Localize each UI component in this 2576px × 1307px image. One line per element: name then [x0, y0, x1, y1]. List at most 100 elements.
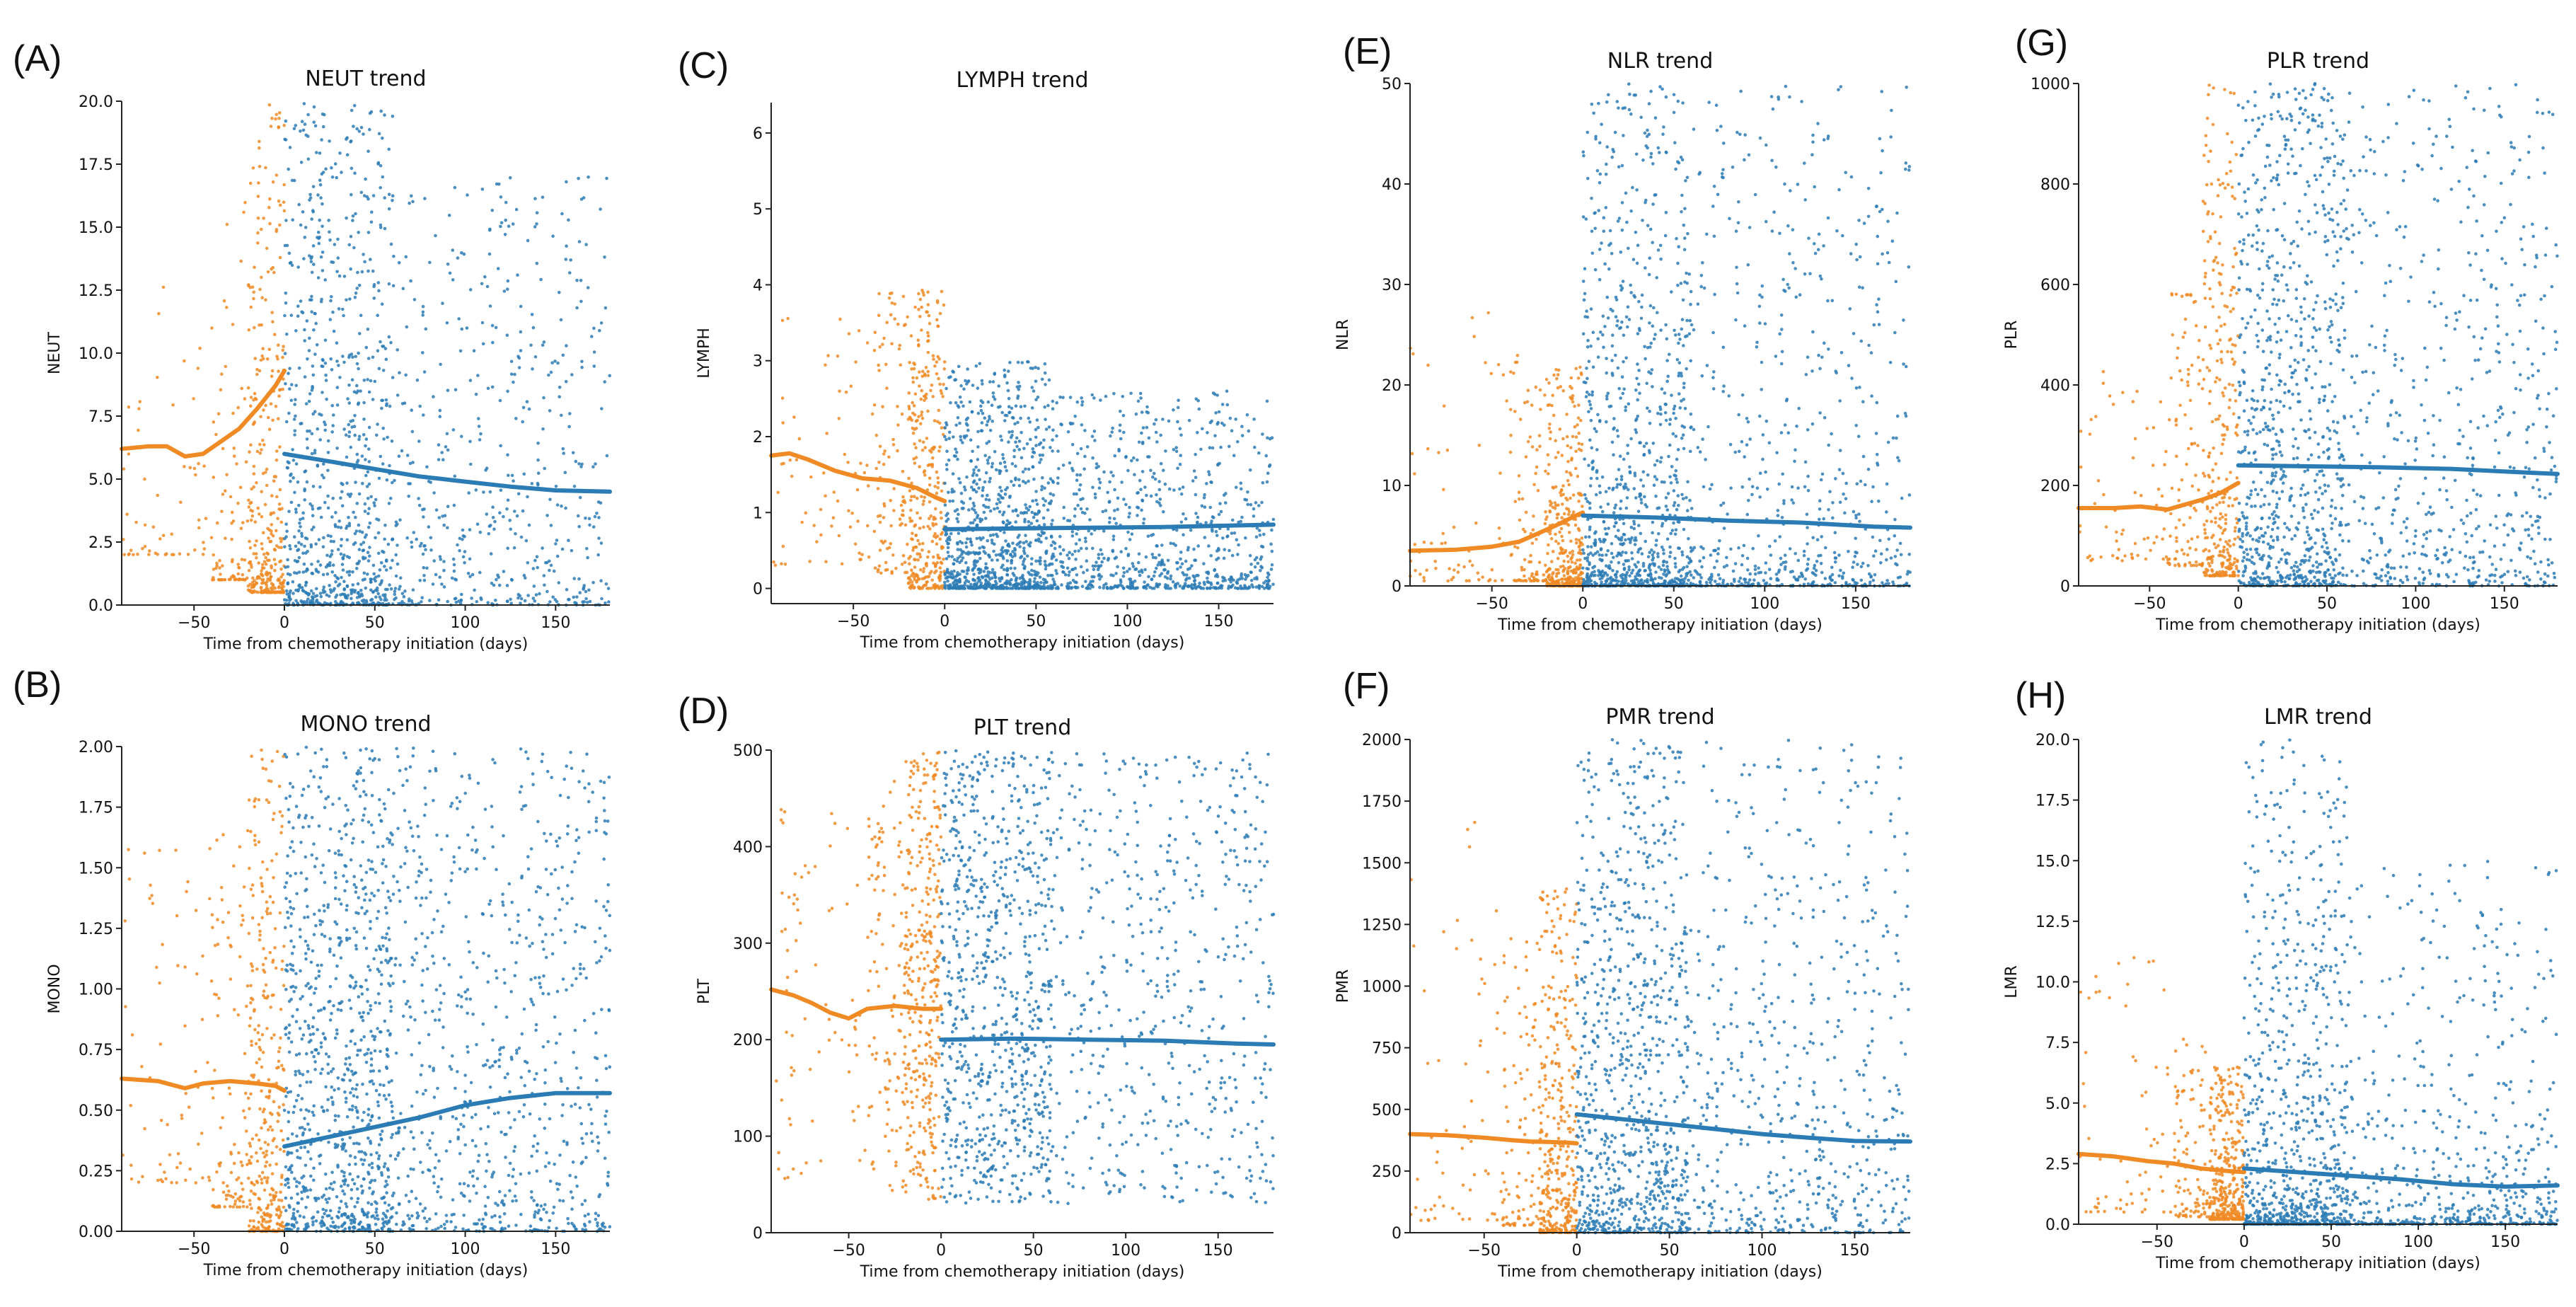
scatter-point: [565, 988, 568, 992]
scatter-point: [422, 578, 427, 582]
scatter-point: [127, 452, 131, 456]
scatter-point: [337, 1210, 341, 1214]
scatter-point: [304, 536, 308, 540]
scatter-point: [533, 1134, 536, 1138]
scatter-point: [260, 542, 264, 546]
scatter-point: [287, 594, 291, 598]
scatter-point: [387, 959, 391, 963]
scatter-point: [295, 1180, 299, 1184]
scatter-point: [890, 570, 894, 574]
scatter-point: [129, 1163, 133, 1167]
scatter-point: [584, 976, 588, 980]
scatter-point: [918, 370, 921, 374]
scatter-point: [334, 511, 337, 514]
scatter-point: [853, 542, 857, 546]
scatter-point: [320, 138, 323, 142]
scatter-point: [574, 459, 578, 464]
scatter-point: [926, 369, 930, 374]
scatter-point: [604, 909, 608, 912]
scatter-point: [301, 1131, 306, 1135]
scatter-point: [342, 553, 346, 557]
scatter-point: [378, 595, 382, 599]
scatter-point: [578, 967, 582, 970]
scatter-point: [378, 1093, 381, 1097]
scatter-point: [919, 568, 923, 572]
scatter-point: [452, 569, 456, 573]
scatter-point: [291, 459, 296, 462]
scatter-point: [184, 1092, 188, 1095]
scatter-point: [446, 599, 449, 604]
scatter-point: [282, 183, 287, 187]
scatter-point: [935, 470, 939, 474]
scatter-point: [379, 1030, 383, 1034]
scatter-point: [595, 1078, 599, 1082]
scatter-point: [354, 1105, 358, 1110]
scatter-point: [592, 364, 596, 368]
scatter-point: [922, 570, 925, 574]
scatter-point: [930, 384, 934, 387]
scatter-point: [603, 380, 606, 384]
scatter-point: [558, 395, 561, 398]
scatter-point: [408, 1226, 412, 1231]
scatter-point: [281, 1138, 285, 1142]
scatter-point: [582, 584, 586, 587]
scatter-point: [347, 243, 352, 247]
scatter-point: [558, 793, 562, 798]
scatter-point: [991, 533, 995, 537]
scatter-point: [351, 1104, 354, 1108]
scatter-point: [352, 1094, 356, 1098]
scatter-point: [294, 507, 298, 511]
scatter-point: [608, 1065, 612, 1069]
scatter-point: [260, 578, 265, 582]
scatter-point: [363, 260, 366, 264]
scatter-point: [368, 554, 371, 558]
scatter-point: [261, 471, 265, 476]
scatter-point: [824, 363, 827, 367]
scatter-point: [246, 519, 250, 523]
scatter-point: [1027, 416, 1031, 420]
scatter-point: [928, 572, 932, 575]
scatter-point: [531, 772, 535, 776]
scatter-point: [329, 1182, 333, 1186]
scatter-point: [295, 1134, 299, 1138]
scatter-point: [407, 495, 410, 498]
scatter-point: [381, 136, 384, 140]
scatter-point: [384, 1065, 388, 1069]
scatter-point: [1027, 479, 1030, 483]
scatter-point: [304, 1020, 307, 1023]
scatter-point: [312, 105, 316, 109]
scatter-point: [376, 1104, 381, 1107]
scatter-point: [319, 1045, 323, 1049]
scatter-point: [354, 885, 358, 889]
scatter-point: [555, 539, 559, 542]
scatter-point: [439, 558, 443, 561]
scatter-point: [421, 1092, 425, 1096]
scatter-point: [354, 515, 357, 519]
scatter-point: [545, 1211, 548, 1214]
scatter-point: [326, 795, 330, 799]
scatter-point: [287, 1110, 291, 1115]
scatter-point: [335, 1145, 339, 1149]
scatter-point: [920, 416, 925, 420]
scatter-point: [578, 1106, 582, 1110]
scatter-point: [291, 448, 294, 451]
scatter-point: [386, 1048, 389, 1052]
scatter-point: [351, 1028, 354, 1032]
scatter-point: [316, 193, 320, 197]
scatter-point: [355, 1187, 359, 1191]
scatter-point: [356, 582, 360, 586]
scatter-point: [277, 590, 282, 594]
scatter-point: [475, 1177, 480, 1180]
scatter-point: [374, 536, 377, 540]
scatter-point: [293, 1216, 297, 1220]
scatter-point: [890, 342, 894, 346]
scatter-point: [510, 1057, 514, 1061]
scatter-point: [318, 413, 321, 416]
scatter-point: [506, 389, 509, 393]
scatter-point: [910, 495, 913, 499]
scatter-point: [978, 557, 982, 560]
scatter-point: [314, 977, 318, 980]
scatter-point: [265, 1207, 269, 1210]
scatter-point: [260, 1032, 265, 1037]
scatter-point: [490, 1215, 494, 1219]
